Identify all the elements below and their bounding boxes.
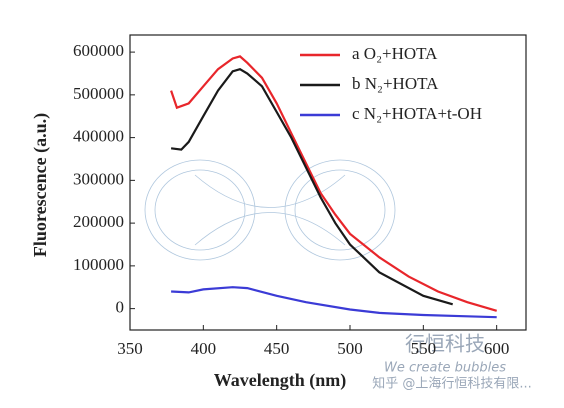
y-tick-label: 200000 xyxy=(73,212,124,231)
watermark-text: We create bubbles xyxy=(384,361,506,376)
plot-frame xyxy=(129,34,527,331)
legend-label: b N₂+HOTA xyxy=(352,74,439,93)
y-tick-label: 100000 xyxy=(73,255,124,274)
series-line xyxy=(170,68,454,306)
x-tick-label: 450 xyxy=(264,339,290,358)
y-tick-label: 400000 xyxy=(73,127,124,146)
y-tick-label: 0 xyxy=(116,298,125,317)
legend-label: a O₂+HOTA xyxy=(352,44,438,63)
y-axis-title: Fluorescence (a.u.) xyxy=(30,113,51,257)
x-tick-label: 600 xyxy=(484,339,510,358)
x-tick-label: 500 xyxy=(337,339,363,358)
series-line xyxy=(171,286,497,319)
watermark-text: 行恒科技 xyxy=(405,332,485,356)
y-tick-label: 300000 xyxy=(73,169,124,188)
watermark-text: 知乎 @上海行恒科技有限... xyxy=(372,376,532,392)
series-line xyxy=(170,55,498,312)
legend-label: c N₂+HOTA+t-OH xyxy=(352,104,482,123)
y-tick-label: 500000 xyxy=(73,84,124,103)
x-tick-label: 350 xyxy=(117,339,143,358)
y-tick-label: 600000 xyxy=(73,41,124,60)
x-tick-label: 400 xyxy=(191,339,217,358)
watermark-graphic xyxy=(144,159,396,261)
x-axis-title: Wavelength (nm) xyxy=(214,370,347,391)
x-tick-label: 550 xyxy=(411,339,437,358)
